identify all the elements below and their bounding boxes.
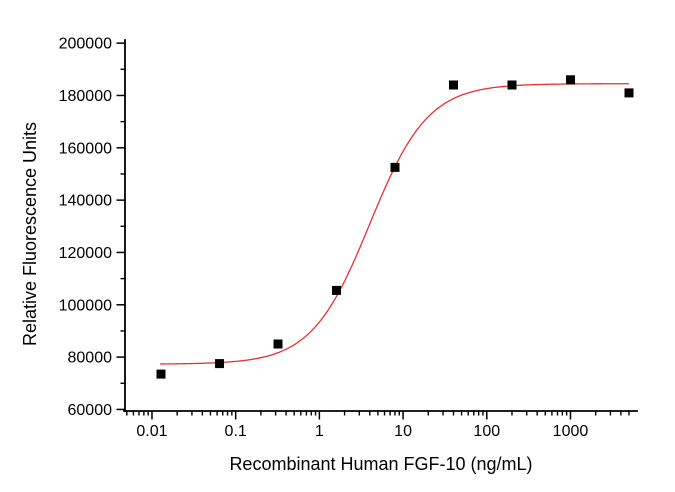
y-tick-label: 180000 xyxy=(59,88,112,105)
data-point xyxy=(332,285,341,295)
data-point xyxy=(215,359,224,369)
y-tick-label: 80000 xyxy=(68,350,113,367)
data-point xyxy=(273,339,283,349)
x-tick-label: 1000 xyxy=(553,423,589,440)
x-tick-label: 100 xyxy=(473,423,500,440)
data-point xyxy=(390,162,400,172)
data-point xyxy=(449,80,458,90)
data-point xyxy=(566,75,575,85)
x-tick-label: 10 xyxy=(394,423,412,440)
x-tick-label: 0.1 xyxy=(225,423,247,440)
fit-curve xyxy=(160,83,629,365)
x-axis-title: Recombinant Human FGF-10 (ng/mL) xyxy=(229,454,532,474)
y-tick-label: 120000 xyxy=(59,245,112,262)
y-tick-label: 200000 xyxy=(59,36,112,53)
plot-area: 0.01 0.1 1 10 100 1000 60000 80000 100000 120000 1… xyxy=(59,36,638,440)
y-tick-label: 160000 xyxy=(59,140,112,157)
data-point xyxy=(624,88,634,98)
y-axis-title: Relative Fluorescence Units xyxy=(20,122,40,346)
x-tick-label: 0.01 xyxy=(136,423,167,440)
y-tick-label: 60000 xyxy=(68,402,113,419)
y-tick-label: 140000 xyxy=(59,193,112,210)
data-point xyxy=(507,80,517,90)
y-tick-label: 100000 xyxy=(59,297,112,314)
x-tick-label: 1 xyxy=(315,423,324,440)
data-point xyxy=(156,369,166,379)
